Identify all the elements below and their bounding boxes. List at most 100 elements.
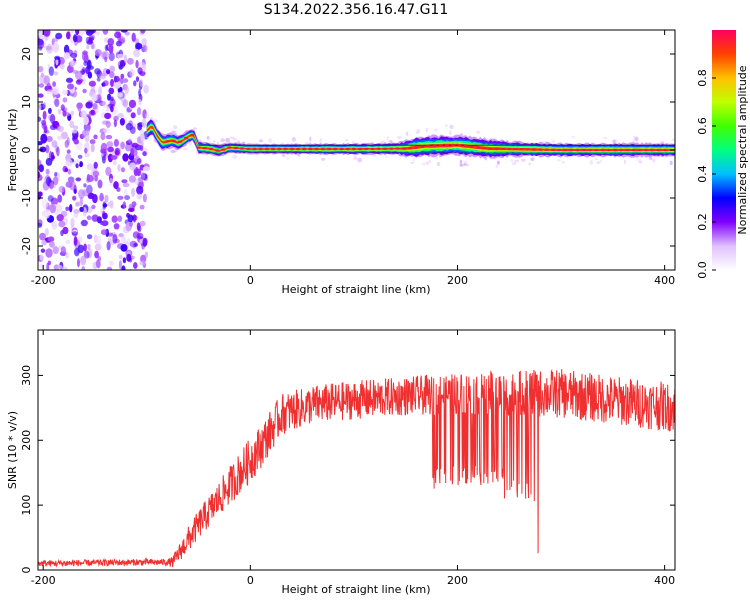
spectrogram-halo-blob — [320, 157, 326, 161]
spectrogram-noise-blob — [92, 193, 98, 204]
spectrogram-noise-blob — [73, 188, 77, 194]
spectrogram-noise-blob — [139, 220, 146, 227]
spectrogram-noise-blob — [80, 219, 88, 227]
spectrogram-peak-bead — [339, 147, 344, 151]
spectrogram-noise-blob — [38, 46, 43, 51]
spectrogram-noise-blob — [86, 234, 93, 240]
spectrogram-noise-blob — [52, 86, 60, 96]
spectrogram-noise-blob — [126, 253, 132, 262]
spectrogram-y-tick-label: 0 — [20, 147, 33, 154]
spectrogram-halo-blob — [514, 159, 520, 163]
spectrogram-noise-blob — [94, 243, 102, 251]
spectrogram-y-tick-label: -10 — [20, 189, 33, 207]
figure-title: S134.2022.356.16.47.G11 — [264, 2, 449, 18]
spectrogram-noise-blob — [38, 102, 42, 111]
spectrogram-noise-blob — [143, 84, 150, 94]
spectrogram-noise-blob — [53, 264, 60, 270]
spectrogram-noise-blob — [63, 52, 70, 60]
spectrogram-peak-bead — [320, 147, 325, 151]
spectrogram-noise-blob — [62, 110, 67, 117]
spectrogram-peak-bead — [494, 147, 499, 150]
spectrogram-noise-blob — [60, 246, 66, 254]
spectrogram-noise-blob — [107, 93, 112, 101]
spectrogram-noise-blob — [69, 120, 75, 129]
spectrogram-noise-blob — [102, 30, 109, 35]
spectrogram-peak-bead — [538, 148, 543, 151]
spectrogram-noise-blob — [122, 99, 129, 108]
spectrogram-noise-blob — [140, 133, 145, 143]
spectrogram-noise-blob — [93, 234, 98, 244]
spectrogram-peak-bead — [662, 148, 667, 152]
spectrogram-noise-blob — [54, 55, 61, 61]
spectrogram-noise-blob — [110, 105, 114, 113]
spectrogram-noise-blob — [110, 155, 118, 160]
snr-x-ticks: -200 0 200 400 — [31, 330, 675, 587]
spectrogram-noise-blob — [113, 139, 119, 147]
spectrogram-noise-blob — [87, 243, 91, 250]
spectrogram-noise-blob — [98, 86, 103, 96]
spectrogram-noise-blob — [128, 175, 136, 183]
spectrogram-halo-blob — [306, 141, 312, 145]
spectrogram-noise-blob — [121, 265, 126, 270]
spectrogram-noise-blob — [86, 45, 90, 50]
spectrogram-noise-blob — [70, 52, 78, 59]
colorbar-gradient — [712, 30, 736, 270]
spectrogram-noise-blob — [82, 67, 86, 72]
spectrogram-halo-blob — [557, 159, 561, 162]
spectrogram-noise-blob — [95, 49, 102, 57]
spectrogram-noise-blob — [114, 31, 122, 39]
spectrogram-noise-blob — [73, 236, 78, 246]
spectrogram-noise-blob — [94, 175, 99, 182]
spectrogram-noise-blob — [100, 229, 108, 236]
spectrogram-halo-blob — [425, 127, 428, 133]
spectrogram-noise-blob — [139, 78, 143, 87]
spectrogram-noise-blob — [100, 132, 106, 141]
colorbar-tick-label: 0.4 — [696, 165, 709, 183]
spectrogram-noise-blob — [138, 98, 142, 106]
spectrogram-halo-blob — [188, 141, 193, 146]
spectrogram-noise-blob — [117, 113, 124, 118]
spectrogram-noise-blob — [57, 194, 63, 203]
spectrogram-noise-blob — [84, 147, 88, 154]
spectrogram-peak-bead — [438, 144, 444, 147]
spectrogram-noise-blob — [131, 142, 139, 148]
spectrogram-noise-blob — [45, 248, 53, 258]
snr-y-tick-label: 0 — [20, 567, 33, 574]
spectrogram-noise-blob — [64, 168, 69, 172]
spectrogram-peak-bead — [625, 148, 630, 152]
spectrogram-noise-blob — [106, 69, 111, 75]
spectrogram-peak-bead — [444, 144, 450, 147]
spectrogram-halo-blob — [552, 139, 555, 143]
spectrogram-halo-blob — [530, 157, 535, 161]
spectrogram-noise-blob — [71, 60, 77, 65]
spectrogram-noise-blob — [75, 163, 79, 169]
spectrogram-noise-blob — [95, 259, 101, 269]
spectrogram-halo-blob — [589, 160, 594, 165]
spectrogram-noise-blob — [137, 67, 143, 75]
spectrogram-noise-blob — [70, 110, 75, 116]
spectrogram-halo-blob — [561, 161, 565, 164]
spectrogram-peak-bead — [382, 147, 388, 150]
spectrogram-noise-blob — [59, 63, 65, 70]
spectrogram-noise-blob — [117, 92, 123, 98]
spectrogram-noise-blob — [74, 70, 83, 80]
spectrogram-halo-blob — [385, 155, 389, 158]
spectrogram-peak-bead — [183, 136, 189, 140]
spectrogram-noise-blob — [43, 124, 48, 132]
spectrogram-noise-blob — [89, 139, 96, 145]
spectrogram-peak-bead — [643, 148, 649, 152]
spectrogram-noise-blob — [137, 123, 143, 131]
spectrogram-noise-blob — [62, 226, 69, 235]
spectrogram-halo-blob — [153, 119, 158, 123]
spectrogram-peak-bead — [196, 146, 201, 149]
spectrogram-noise-blob — [142, 151, 147, 157]
spectrogram-halo-blob — [206, 136, 210, 140]
spectrogram-peak-bead — [581, 148, 587, 152]
spectrogram-noise-blob — [41, 240, 47, 246]
spectrogram-noise-blob — [124, 31, 130, 36]
spectrogram-noise-blob — [103, 127, 110, 134]
spectrogram-noise-blob — [109, 71, 115, 79]
spectrogram-noise-blob — [43, 208, 51, 219]
spectrogram-peak-bead — [631, 148, 636, 152]
spectrogram-peak-bead — [177, 140, 183, 143]
